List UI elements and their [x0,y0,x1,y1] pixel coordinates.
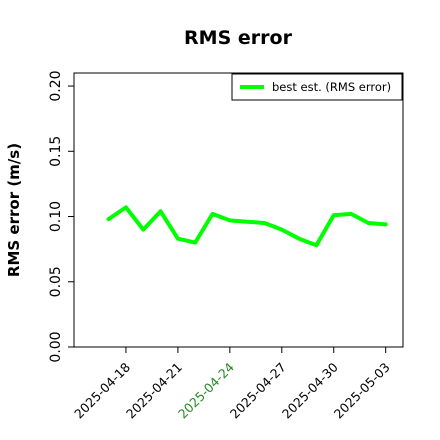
y-axis: 0.00 0.05 0.10 0.15 0.20 [48,70,74,363]
y-tick-label: 0.10 [48,201,64,232]
data-point [176,236,180,241]
data-point [124,205,128,210]
data-point [141,227,146,232]
data-point [158,209,163,214]
data-point [193,240,198,245]
data-point [106,217,111,221]
plot-frame [73,72,404,348]
data-point [383,222,388,227]
data-point [297,236,301,241]
data-point [314,243,319,248]
data-point [210,212,215,216]
legend-label: best est. (RMS error) [272,80,391,94]
y-tick-label: 0.00 [48,331,64,362]
x-tick-label: 2025-05-03 [331,360,393,422]
y-tick-label: 0.20 [48,70,64,101]
series-layer [106,205,388,248]
x-axis: 2025-04-182025-04-212025-04-242025-04-27… [71,347,393,421]
data-point [228,218,232,223]
data-point [349,212,353,216]
data-point [366,221,371,225]
y-axis-label: RMS error (m/s) [5,143,23,277]
y-tick-label: 0.15 [48,136,64,167]
y-tick-label: 0.05 [48,266,64,297]
data-point [245,219,249,224]
legend: best est. (RMS error) [231,73,403,101]
chart-title: RMS error [184,27,293,49]
data-point [279,227,284,232]
legend-box [231,73,403,101]
series-line [106,205,388,248]
data-point [262,221,267,225]
data-point [331,213,336,218]
